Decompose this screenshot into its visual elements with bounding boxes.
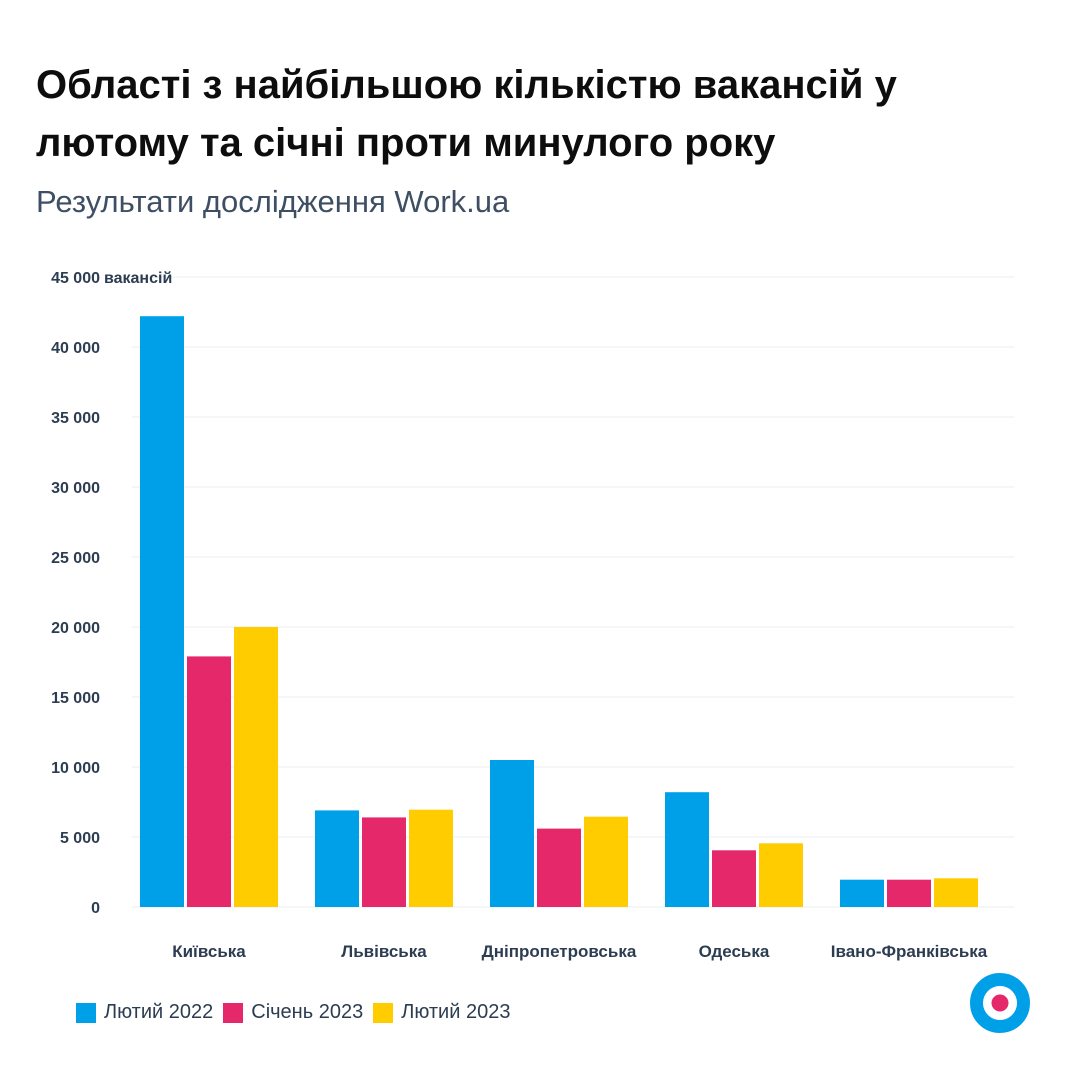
legend-swatch: [373, 1002, 394, 1023]
chart-title: Області з найбільшою кількістю вакансій …: [36, 63, 897, 165]
bar: [537, 828, 581, 907]
bar: [187, 656, 231, 907]
y-tick-label: 0: [91, 900, 100, 917]
legend-swatch: [223, 1002, 244, 1023]
legend-label: Лютий 2023: [401, 1001, 511, 1023]
x-tick-label: Дніпропетровська: [482, 942, 637, 961]
y-tick-label: 20 000: [51, 620, 100, 637]
bar: [409, 809, 453, 907]
legend-label: Лютий 2022: [104, 1001, 214, 1023]
y-tick-label: 45 000: [51, 270, 100, 287]
bar: [712, 850, 756, 907]
bar: [584, 816, 628, 907]
logo-dot: [991, 994, 1009, 1012]
legend-item: Січень 2023: [223, 1001, 363, 1024]
y-unit-label: вакансій: [104, 270, 172, 287]
bar: [887, 879, 931, 907]
y-tick-label: 10 000: [51, 760, 100, 777]
y-tick-label: 15 000: [51, 690, 100, 707]
y-tick-label: 40 000: [51, 340, 100, 357]
bar: [362, 817, 406, 907]
work-ua-logo-icon: [970, 973, 1030, 1033]
chart-subtitle: Результати дослідження Work.ua: [36, 184, 510, 219]
x-tick-label: Львівська: [341, 942, 427, 961]
legend-label: Січень 2023: [251, 1001, 364, 1023]
bar: [140, 316, 184, 907]
y-tick-label: 5 000: [60, 830, 100, 847]
bar: [840, 879, 884, 907]
bar: [665, 792, 709, 907]
x-tick-label: Одеська: [699, 942, 770, 961]
bar: [315, 810, 359, 907]
y-tick-label: 30 000: [51, 480, 100, 497]
y-tick-label: 25 000: [51, 550, 100, 567]
bar: [759, 843, 803, 907]
chart-legend: Лютий 2022 Січень 2023 Лютий 2023: [76, 1001, 510, 1024]
legend-swatch: [76, 1002, 96, 1023]
x-tick-label: Івано-Франківська: [831, 942, 988, 961]
x-tick-label: Київська: [172, 942, 246, 961]
bar: [234, 627, 278, 907]
bar: [490, 760, 534, 907]
legend-item: Лютий 2022: [76, 1001, 213, 1024]
legend-item: Лютий 2023: [373, 1001, 510, 1024]
y-tick-label: 35 000: [51, 410, 100, 427]
logo-ring: [970, 973, 1030, 1033]
bar: [934, 878, 978, 907]
